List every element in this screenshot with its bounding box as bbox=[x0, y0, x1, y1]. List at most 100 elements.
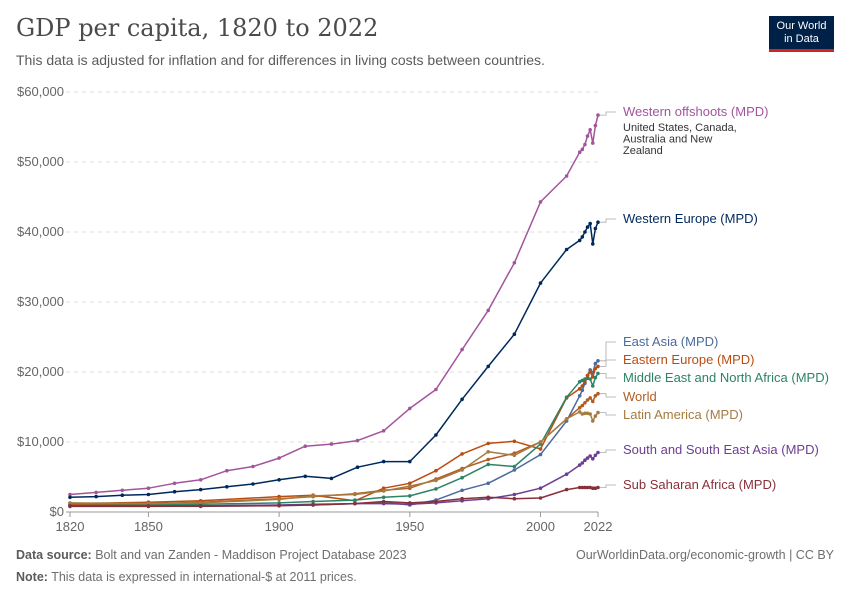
data-point bbox=[596, 450, 600, 455]
label-connector bbox=[600, 373, 616, 379]
data-point bbox=[434, 433, 438, 437]
data-point bbox=[590, 384, 595, 388]
data-point bbox=[277, 503, 281, 508]
data-point bbox=[381, 459, 386, 464]
owid-logo[interactable]: Our World in Data bbox=[769, 16, 834, 52]
data-point bbox=[146, 504, 151, 509]
y-tick-label: $20,000 bbox=[17, 364, 64, 379]
series-label: World bbox=[623, 389, 657, 404]
series-line bbox=[69, 360, 599, 508]
data-point bbox=[577, 238, 582, 243]
data-point bbox=[577, 410, 582, 414]
data-point bbox=[311, 499, 315, 504]
data-point bbox=[585, 373, 590, 378]
data-point bbox=[120, 488, 125, 493]
data-point bbox=[588, 412, 592, 416]
series-label: Sub Saharan Africa (MPD) bbox=[623, 477, 776, 492]
data-point bbox=[564, 174, 569, 178]
data-point bbox=[460, 452, 464, 456]
data-point bbox=[580, 461, 585, 465]
data-point bbox=[590, 399, 595, 404]
data-point bbox=[596, 410, 600, 415]
data-point bbox=[590, 242, 595, 246]
data-point bbox=[172, 481, 177, 486]
license-link[interactable]: CC BY bbox=[795, 548, 834, 562]
source-url-link[interactable]: OurWorldinData.org/economic-growth bbox=[576, 548, 786, 562]
data-point bbox=[593, 361, 598, 366]
data-point bbox=[311, 503, 315, 507]
data-point bbox=[355, 465, 360, 470]
series-line bbox=[69, 221, 599, 499]
data-point bbox=[577, 485, 582, 490]
data-point bbox=[588, 377, 592, 381]
data-point bbox=[585, 225, 590, 229]
logo-line-1: Our World bbox=[776, 20, 827, 32]
data-point bbox=[512, 468, 517, 472]
footer-source: Data source: Bolt and van Zanden - Maddi… bbox=[16, 548, 407, 562]
series-label: South and South East Asia (MPD) bbox=[623, 442, 819, 457]
data-point bbox=[596, 371, 600, 376]
data-point bbox=[593, 123, 598, 128]
data-point bbox=[590, 141, 595, 145]
data-point bbox=[277, 497, 281, 502]
data-point bbox=[577, 150, 582, 154]
data-point bbox=[381, 495, 386, 500]
data-point bbox=[277, 456, 281, 460]
data-point bbox=[198, 487, 203, 492]
data-point bbox=[408, 494, 412, 498]
data-point bbox=[580, 235, 585, 239]
data-point bbox=[596, 113, 600, 117]
data-point bbox=[538, 200, 543, 204]
data-point bbox=[588, 128, 592, 132]
data-point bbox=[590, 457, 595, 461]
data-point bbox=[408, 459, 412, 464]
data-point bbox=[583, 142, 587, 147]
data-point bbox=[564, 395, 569, 400]
data-point bbox=[94, 494, 98, 499]
data-point bbox=[538, 447, 543, 451]
data-point bbox=[512, 496, 517, 501]
data-point bbox=[577, 405, 582, 410]
data-point bbox=[251, 464, 255, 469]
data-point bbox=[577, 463, 582, 467]
data-point bbox=[585, 134, 590, 138]
data-point bbox=[564, 417, 569, 421]
data-point bbox=[577, 394, 582, 398]
data-point bbox=[251, 482, 255, 486]
data-point bbox=[434, 478, 438, 483]
series-note: Zealand bbox=[623, 145, 663, 157]
label-connector bbox=[600, 341, 616, 362]
data-point bbox=[486, 308, 491, 313]
data-point bbox=[538, 486, 543, 491]
note-label: Note: bbox=[16, 570, 48, 584]
data-point bbox=[583, 401, 587, 405]
data-point bbox=[580, 147, 585, 152]
y-tick-label: $10,000 bbox=[17, 434, 64, 449]
data-point bbox=[198, 504, 203, 508]
x-tick-label: 1950 bbox=[395, 519, 424, 534]
data-point bbox=[588, 454, 592, 458]
chart-title: GDP per capita, 1820 to 2022 bbox=[16, 14, 379, 42]
data-point bbox=[434, 487, 438, 491]
series-label: Middle East and North Africa (MPD) bbox=[623, 370, 829, 385]
label-connector bbox=[600, 393, 616, 398]
data-point bbox=[596, 364, 600, 369]
data-point bbox=[94, 490, 98, 495]
source-text[interactable]: Bolt and van Zanden - Maddison Project D… bbox=[95, 548, 407, 562]
series-line bbox=[69, 114, 599, 496]
data-point bbox=[434, 468, 438, 473]
data-point bbox=[68, 501, 72, 505]
y-tick-label: $0 bbox=[50, 504, 64, 519]
series-line bbox=[69, 411, 599, 505]
data-point bbox=[355, 438, 360, 443]
logo-line-2: in Data bbox=[784, 33, 819, 45]
y-tick-label: $40,000 bbox=[17, 224, 64, 239]
x-tick-label: 2000 bbox=[526, 519, 555, 534]
series-note: United States, Canada, bbox=[623, 122, 737, 134]
data-point bbox=[311, 494, 315, 498]
data-point bbox=[512, 439, 517, 444]
data-point bbox=[486, 481, 491, 486]
data-point bbox=[512, 464, 517, 469]
data-point bbox=[583, 458, 587, 463]
data-point bbox=[172, 489, 177, 494]
